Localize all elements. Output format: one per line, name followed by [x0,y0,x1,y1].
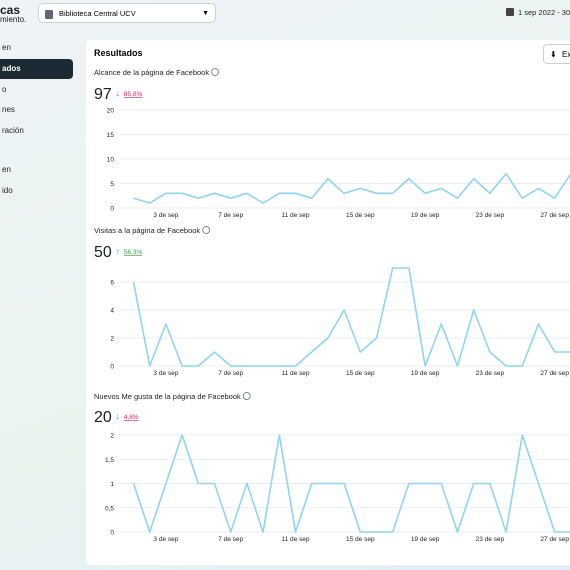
y-tick-label: 15 [107,132,115,139]
y-tick-label: 0 [110,364,114,371]
x-tick-label: 3 de sep [153,536,178,543]
trend-arrow: ↓ [116,412,120,421]
nav-item[interactable]: en [2,165,11,174]
y-tick-label: 1 [110,481,114,488]
info-icon [242,392,251,400]
account-dropdown[interactable]: Biblioteca Central UCV ▼ [38,3,216,23]
y-tick-label: 0 [110,530,114,537]
x-tick-label: 11 de sep [281,212,309,219]
nav-item[interactable]: nes [2,105,15,114]
y-tick-label: 4 [110,308,114,315]
account-name: Biblioteca Central UCV [59,9,136,18]
x-tick-label: 11 de sep [281,370,309,377]
info-icon [202,226,211,234]
nav-item[interactable]: ración [2,126,24,135]
nav-item[interactable]: en [2,43,11,52]
panel-title: Resultados [94,48,143,58]
x-tick-label: 7 de sep [218,212,243,219]
y-tick-label: 1,5 [105,457,114,464]
y-tick-label: 0,5 [105,505,114,512]
data-line [133,172,570,204]
x-tick-label: 15 de sep [346,370,375,377]
app-title: cas [0,3,21,17]
x-tick-label: 7 de sep [218,536,243,543]
results-panel: Resultados [86,40,570,565]
info-icon [211,68,219,76]
trend-arrow: ↑ [116,247,120,256]
x-tick-label: 19 de sep [411,212,440,219]
x-tick-label: 15 de sep [346,212,375,219]
chart-title: Alcance de la página de Facebook [94,68,209,77]
x-tick-label: 3 de sep [153,370,178,377]
total-value: 50 [94,244,112,261]
export-button[interactable]: ⬇Exp [543,44,570,64]
calendar-icon [506,8,514,16]
x-tick-label: 7 de sep [218,370,243,377]
y-tick-label: 2 [110,336,114,343]
x-tick-label: 11 de sep [281,536,309,543]
total-value: 20 [94,409,112,426]
total-value: 97 [94,86,112,103]
y-tick-label: 0 [110,206,114,213]
trend-arrow: ↓ [116,89,120,98]
y-tick-label: 5 [110,181,114,188]
nav-item[interactable]: ados [0,59,73,79]
x-tick-label: 27 de sep [540,536,569,543]
x-tick-label: 27 de sep [540,370,569,377]
y-tick-label: 10 [107,157,115,164]
data-line [132,267,570,367]
chart-title: Nuevos Me gusta de la página de Facebook [94,392,241,401]
x-tick-label: 19 de sep [411,536,440,543]
nav-item[interactable]: o [2,85,7,94]
nav-item[interactable]: ido [2,186,13,195]
x-tick-label: 23 de sep [476,370,505,377]
x-tick-label: 3 de sep [153,212,178,219]
y-tick-label: 6 [110,280,114,287]
app-subtitle: miento. [0,15,27,24]
change-value: 4,8% [124,414,139,421]
x-tick-label: 15 de sep [346,536,375,543]
chart-title: Visitas a la página de Facebook [94,226,200,235]
date-range[interactable]: 1 sep 2022 - 30 s [518,8,570,17]
y-tick-label: 2 [110,433,114,440]
change-value: 56,3% [124,249,143,256]
x-tick-label: 23 de sep [476,212,505,219]
x-tick-label: 23 de sep [476,536,505,543]
change-value: 85,8% [124,91,143,98]
export-label: Exp [562,50,570,59]
data-line [132,434,570,533]
x-tick-label: 27 de sep [540,212,569,219]
y-tick-label: 20 [107,108,115,115]
x-tick-label: 19 de sep [411,370,440,377]
